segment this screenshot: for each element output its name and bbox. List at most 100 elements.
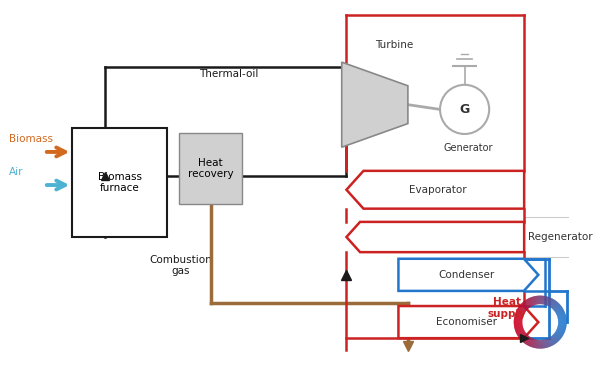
Wedge shape	[555, 306, 562, 312]
Wedge shape	[538, 296, 539, 304]
Wedge shape	[535, 339, 537, 348]
Wedge shape	[548, 299, 553, 306]
Polygon shape	[346, 171, 524, 209]
Wedge shape	[557, 314, 566, 317]
Wedge shape	[558, 317, 566, 319]
Wedge shape	[556, 331, 563, 335]
Circle shape	[440, 85, 489, 134]
Wedge shape	[553, 304, 560, 310]
Wedge shape	[558, 318, 566, 319]
Wedge shape	[556, 330, 564, 334]
Wedge shape	[547, 298, 550, 305]
Wedge shape	[533, 339, 536, 348]
Wedge shape	[522, 302, 529, 309]
Wedge shape	[530, 339, 534, 347]
Wedge shape	[514, 324, 523, 325]
Wedge shape	[517, 310, 524, 314]
Wedge shape	[524, 336, 529, 343]
Wedge shape	[531, 297, 534, 305]
Wedge shape	[526, 299, 531, 307]
Wedge shape	[529, 338, 533, 347]
Wedge shape	[542, 340, 544, 348]
Wedge shape	[520, 305, 527, 311]
Wedge shape	[557, 311, 565, 315]
Wedge shape	[552, 302, 559, 309]
Wedge shape	[530, 339, 533, 347]
Wedge shape	[542, 296, 543, 304]
Wedge shape	[555, 332, 562, 337]
Wedge shape	[551, 301, 556, 308]
Wedge shape	[514, 317, 523, 319]
Wedge shape	[551, 301, 557, 308]
Wedge shape	[556, 331, 563, 335]
Wedge shape	[516, 329, 524, 334]
Wedge shape	[558, 324, 566, 325]
Wedge shape	[556, 311, 565, 315]
Wedge shape	[527, 338, 532, 345]
Wedge shape	[558, 323, 566, 324]
Wedge shape	[524, 336, 530, 344]
Wedge shape	[541, 296, 542, 304]
Wedge shape	[517, 309, 525, 313]
Wedge shape	[558, 322, 567, 323]
Wedge shape	[558, 321, 566, 322]
Wedge shape	[543, 340, 545, 348]
Wedge shape	[515, 327, 523, 330]
Wedge shape	[524, 300, 530, 308]
Wedge shape	[515, 312, 524, 315]
Wedge shape	[558, 326, 566, 328]
Wedge shape	[557, 313, 565, 317]
Wedge shape	[554, 333, 562, 339]
Wedge shape	[558, 318, 566, 320]
Wedge shape	[515, 326, 523, 329]
Wedge shape	[553, 335, 559, 342]
Wedge shape	[557, 314, 566, 317]
Wedge shape	[520, 304, 527, 310]
Wedge shape	[551, 336, 557, 343]
Wedge shape	[548, 338, 553, 346]
Wedge shape	[516, 329, 524, 333]
Wedge shape	[556, 308, 563, 313]
Wedge shape	[528, 338, 532, 346]
Wedge shape	[519, 333, 526, 338]
Wedge shape	[557, 311, 565, 315]
Wedge shape	[553, 303, 559, 310]
Wedge shape	[546, 339, 550, 347]
Wedge shape	[557, 312, 565, 315]
Wedge shape	[523, 301, 529, 308]
Wedge shape	[550, 300, 555, 307]
Wedge shape	[515, 327, 523, 330]
Wedge shape	[521, 304, 527, 310]
Wedge shape	[516, 310, 524, 315]
Wedge shape	[557, 313, 565, 316]
Wedge shape	[518, 308, 525, 313]
Wedge shape	[538, 296, 539, 304]
Text: Heat
recovery: Heat recovery	[188, 158, 233, 179]
Wedge shape	[556, 331, 563, 336]
Wedge shape	[518, 332, 526, 337]
Wedge shape	[543, 340, 545, 348]
Wedge shape	[547, 338, 551, 347]
Wedge shape	[552, 335, 558, 342]
Wedge shape	[555, 308, 563, 313]
Wedge shape	[527, 299, 532, 306]
Wedge shape	[545, 296, 548, 305]
Wedge shape	[555, 307, 562, 312]
Wedge shape	[532, 297, 535, 305]
Wedge shape	[558, 316, 566, 319]
Wedge shape	[541, 340, 542, 348]
Wedge shape	[555, 332, 563, 337]
Polygon shape	[342, 62, 408, 147]
Wedge shape	[514, 325, 523, 327]
Wedge shape	[515, 312, 524, 316]
Wedge shape	[550, 299, 554, 307]
Wedge shape	[558, 324, 566, 325]
Wedge shape	[557, 326, 566, 329]
Wedge shape	[515, 314, 523, 317]
Wedge shape	[556, 308, 563, 313]
Wedge shape	[532, 339, 535, 347]
Wedge shape	[514, 319, 523, 320]
Wedge shape	[539, 296, 540, 304]
Wedge shape	[514, 323, 523, 324]
Wedge shape	[517, 331, 524, 335]
